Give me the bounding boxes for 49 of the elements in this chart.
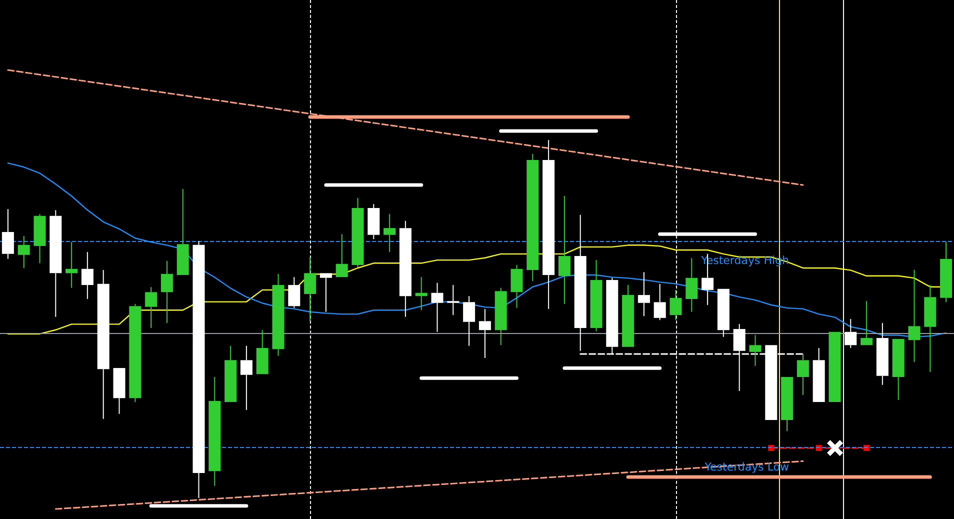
candlestick: [622, 284, 634, 347]
candlestick: [224, 345, 237, 402]
candlestick: [240, 345, 252, 410]
candlestick: [670, 290, 682, 321]
candlestick: [558, 195, 570, 304]
candlestick: [828, 332, 841, 402]
candlestick: [368, 204, 380, 240]
candlestick: [145, 286, 158, 328]
candlestick: [272, 273, 284, 356]
candlestick: [256, 330, 268, 374]
candlestick: [384, 214, 396, 253]
candlestick: [940, 242, 952, 303]
candlestick: [638, 272, 650, 317]
candlestick: [510, 264, 523, 308]
candlestick: [924, 284, 936, 372]
candlestick: [431, 282, 444, 332]
candlestick: [574, 214, 586, 352]
candlestick: [97, 269, 110, 420]
candlestick: [336, 234, 348, 278]
candlestick: [50, 210, 62, 318]
candlestick: [542, 140, 555, 310]
candlestick: [494, 287, 507, 346]
candlestick: [66, 242, 78, 288]
candlestick: [876, 322, 888, 386]
candlestick: [304, 256, 316, 322]
candlestick: [34, 214, 46, 264]
candlestick: [749, 334, 762, 366]
candlestick: [860, 300, 873, 346]
candlestick: [399, 220, 412, 318]
candlestick: [781, 376, 794, 432]
candlestick: [415, 276, 428, 311]
candlestick: [463, 296, 476, 346]
candlestick: [160, 260, 173, 324]
candlestick: [208, 376, 221, 486]
candlestick: [478, 308, 491, 359]
candlestick: [81, 252, 94, 300]
candlestick: [796, 354, 809, 396]
candlestick: [590, 259, 602, 332]
candlestick: [686, 258, 698, 312]
candlestick: [908, 269, 920, 362]
candlestick: [717, 288, 730, 338]
candlestick: [526, 153, 539, 282]
candlestick: [812, 348, 825, 402]
candlestick: [288, 276, 300, 308]
candlestick: [192, 240, 205, 498]
candlestick: [18, 235, 30, 269]
candlestick: [2, 208, 14, 260]
candlestick: [844, 318, 857, 348]
candlestick: [447, 284, 460, 316]
